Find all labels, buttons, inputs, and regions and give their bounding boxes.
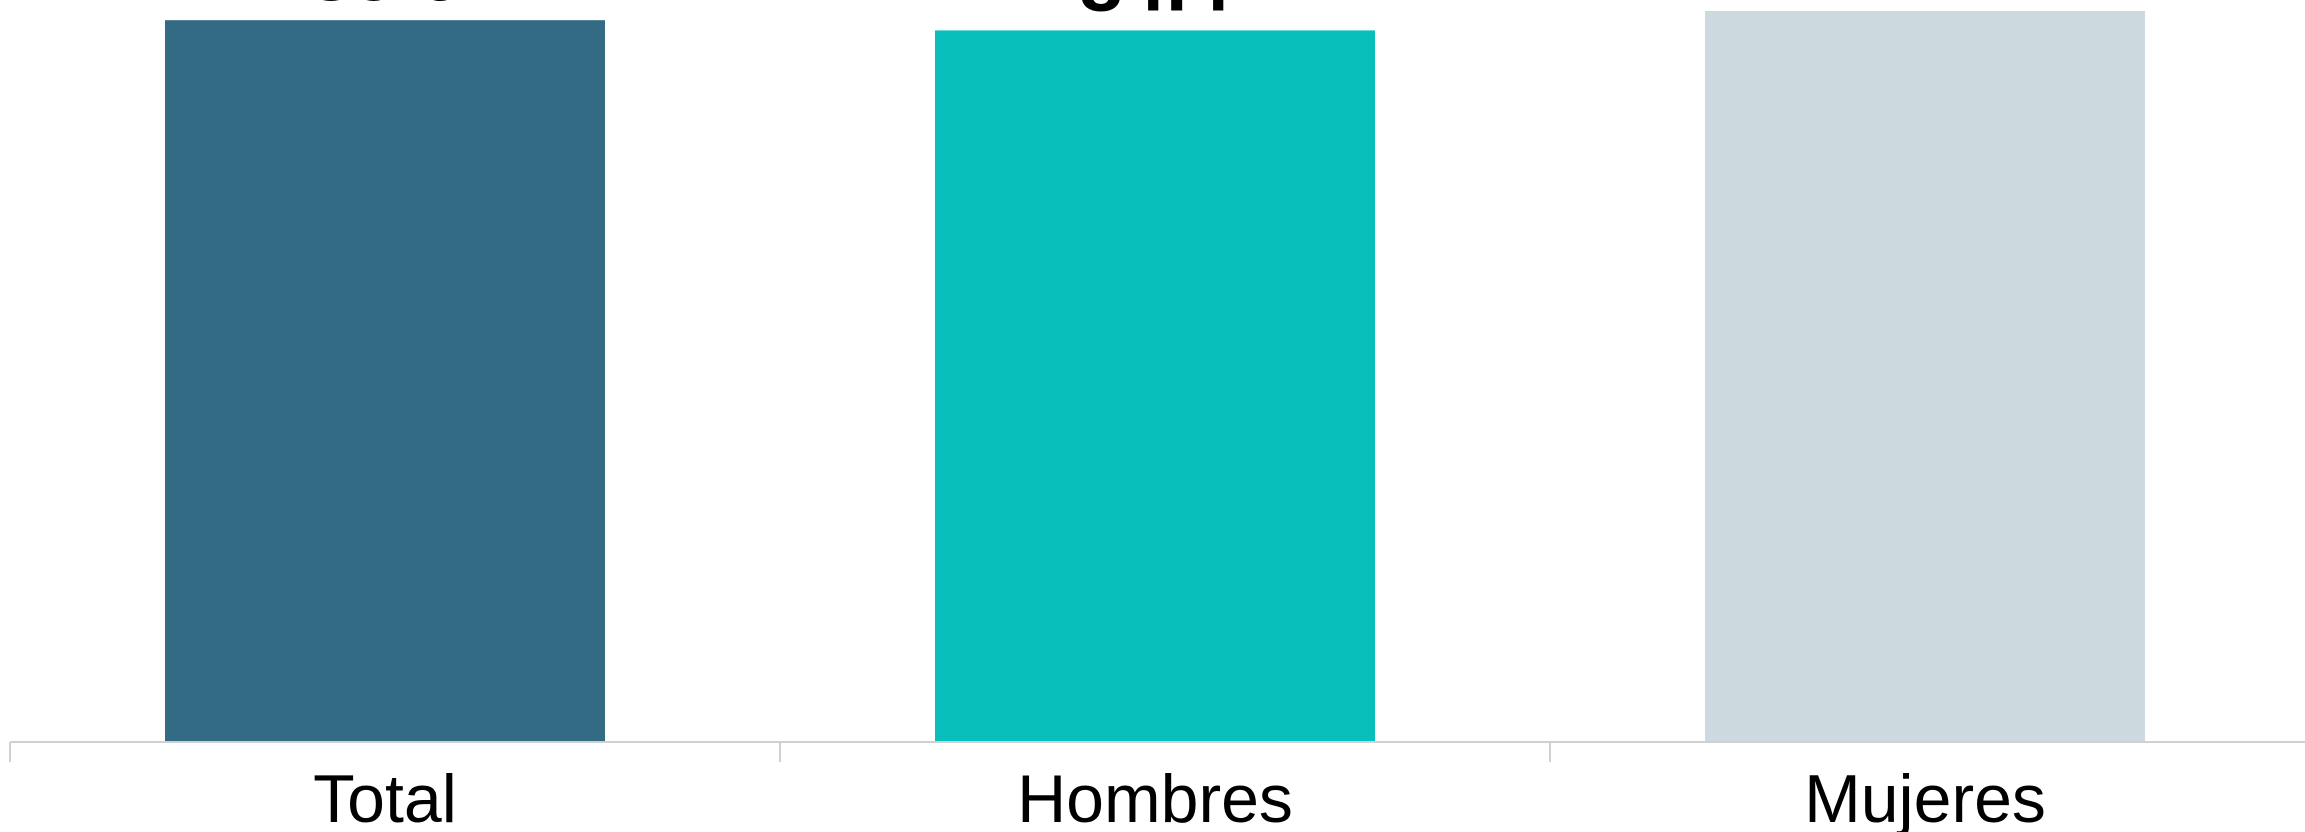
- category-labels-group: Total Hombres Mujeres: [313, 761, 2046, 832]
- x-tick-label-mujeres: Mujeres: [1804, 761, 2046, 832]
- data-label-total: 85.6: [309, 0, 461, 17]
- value-labels-group: 85.6 84.4 86.7: [309, 0, 2001, 27]
- x-tick-label-total: Total: [313, 761, 457, 832]
- data-label-hombres: 84.4: [1079, 0, 1231, 27]
- bar-hombres: [935, 30, 1375, 742]
- bars-group: [165, 11, 2145, 742]
- data-label-mujeres: 86.7: [1849, 0, 2001, 8]
- bar-total: [165, 20, 605, 742]
- x-axis: [9, 741, 2305, 762]
- x-tick-label-hombres: Hombres: [1017, 761, 1293, 832]
- bar-mujeres: [1705, 11, 2145, 742]
